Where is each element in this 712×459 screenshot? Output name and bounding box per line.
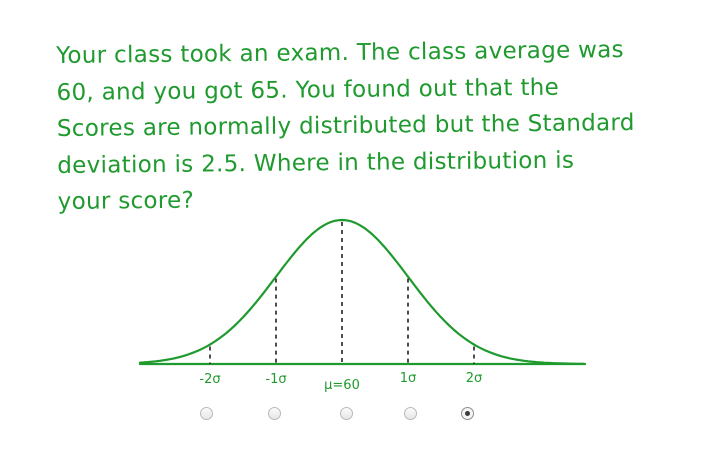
answer-radio-5[interactable] (460, 407, 474, 420)
answer-radio-1[interactable] (199, 407, 213, 420)
answer-radio-3[interactable] (339, 407, 353, 420)
answer-radio-2[interactable] (267, 407, 281, 420)
sigma-label-3: μ=60 (324, 378, 360, 393)
sigma-label-5: 2σ (466, 371, 483, 386)
bell-curve (138, 218, 586, 365)
sigma-label-2: -1σ (265, 372, 286, 387)
sigma-label-4: 1σ (400, 371, 417, 386)
sigma-label-1: -2σ (199, 372, 220, 387)
answer-radio-4[interactable] (403, 407, 417, 420)
radio-selected-dot (464, 411, 470, 416)
